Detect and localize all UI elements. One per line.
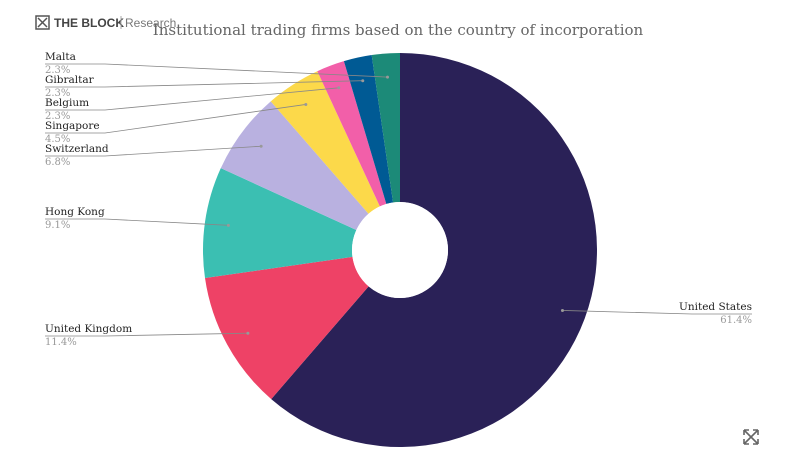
slice-value-label: 61.4% (720, 315, 752, 326)
leader-line (45, 332, 248, 337)
leader-line (45, 87, 339, 111)
brand-logo (35, 15, 50, 30)
pie-slice (343, 55, 394, 204)
slice-label: United Kingdom (45, 323, 132, 335)
slice-label: United States (679, 301, 752, 313)
slice-label: Hong Kong (45, 206, 105, 218)
leader-dot (560, 308, 564, 312)
leader-dot (385, 75, 389, 79)
slice-label: Malta (45, 51, 76, 63)
slice-label: Singapore (45, 120, 100, 132)
leader-dot (226, 223, 230, 227)
slice-label: Belgium (45, 97, 89, 109)
pie-slice (371, 53, 400, 203)
donut-hole (352, 202, 448, 298)
leader-line (45, 104, 306, 134)
slice-value-label: 2.3% (45, 88, 70, 99)
leader-dot (337, 86, 341, 90)
brand: THE BLOCK (54, 16, 124, 30)
slice-value-label: 4.5% (45, 134, 70, 145)
leader-dot (246, 331, 250, 335)
pie-slice (220, 101, 369, 231)
leader-line (562, 310, 752, 315)
slice-value-label: 6.8% (45, 157, 70, 168)
pie-slice (203, 168, 357, 279)
leader-dot (361, 79, 365, 83)
pie-slice (205, 256, 369, 400)
pie-slice (317, 61, 387, 207)
slice-value-label: 2.3% (45, 111, 70, 122)
leader-dot (259, 144, 263, 148)
leader-line (45, 218, 229, 226)
expand-icon[interactable] (743, 429, 759, 445)
leader-line (45, 80, 363, 88)
pie-slice (271, 52, 598, 447)
slice-value-label: 11.4% (45, 337, 77, 348)
brand-section: Research (125, 16, 176, 30)
leader-line (45, 145, 262, 157)
chart-title: Institutional trading firms based on the… (153, 21, 644, 39)
slice-label: Switzerland (45, 143, 109, 155)
pie-slice (270, 71, 380, 214)
slice-value-label: 2.3% (45, 65, 70, 76)
slice-label: Gibraltar (45, 74, 95, 86)
slice-value-label: 9.1% (45, 220, 70, 231)
leader-line (45, 63, 388, 78)
leader-dot (304, 102, 308, 106)
